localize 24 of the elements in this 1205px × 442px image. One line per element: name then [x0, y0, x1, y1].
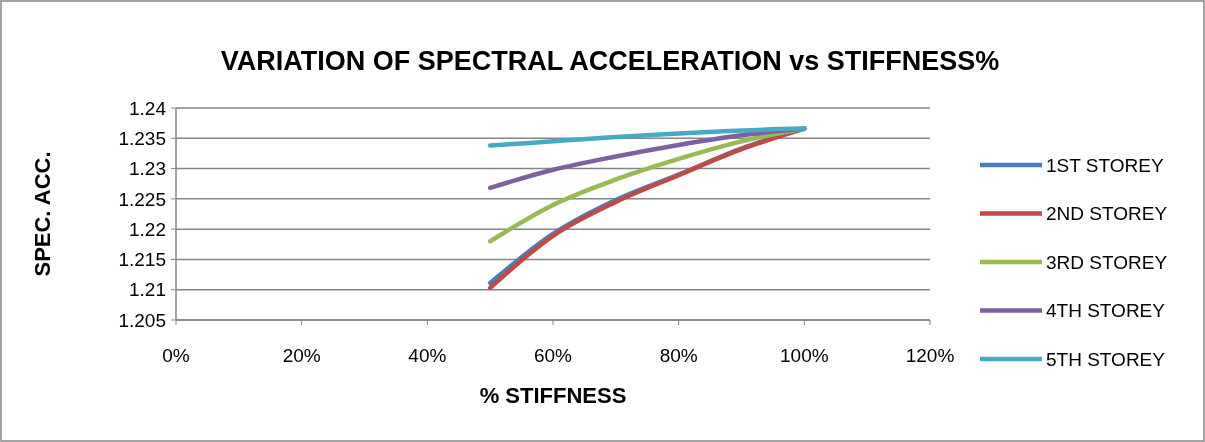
y-tick-label: 1.225: [118, 188, 166, 210]
legend-label: 3RD STOREY: [1046, 251, 1168, 273]
x-tick-label: 40%: [408, 345, 447, 366]
line-series: [487, 126, 807, 148]
x-axis-title: % STIFFNESS: [479, 383, 627, 408]
y-tick-label: 1.235: [118, 127, 166, 149]
legend-label: 2ND STOREY: [1046, 203, 1168, 225]
legend-label: 1ST STOREY: [1046, 154, 1164, 176]
y-tick-label: 1.21: [129, 279, 166, 301]
chart-title: VARIATION OF SPECTRAL ACCELERATION vs STIFFNESS%: [220, 46, 1000, 76]
x-tick-label: 60%: [533, 345, 573, 366]
x-tick-label: 20%: [282, 345, 321, 366]
y-tick-label: 1.24: [129, 97, 167, 119]
y-tick-label: 1.22: [129, 218, 166, 240]
x-tick-label: 80%: [659, 345, 698, 366]
y-tick-label: 1.215: [118, 249, 166, 271]
y-tick-label: 1.23: [129, 158, 166, 180]
legend-label: 5TH STOREY: [1046, 348, 1166, 370]
x-tick-label: 0%: [162, 345, 190, 366]
legend-label: 4TH STOREY: [1046, 300, 1166, 322]
y-axis-title: SPEC. ACC.: [30, 151, 55, 277]
y-tick-label: 1.205: [118, 309, 166, 331]
x-tick-label: 100%: [780, 345, 829, 366]
x-tick-label: 120%: [905, 345, 955, 366]
